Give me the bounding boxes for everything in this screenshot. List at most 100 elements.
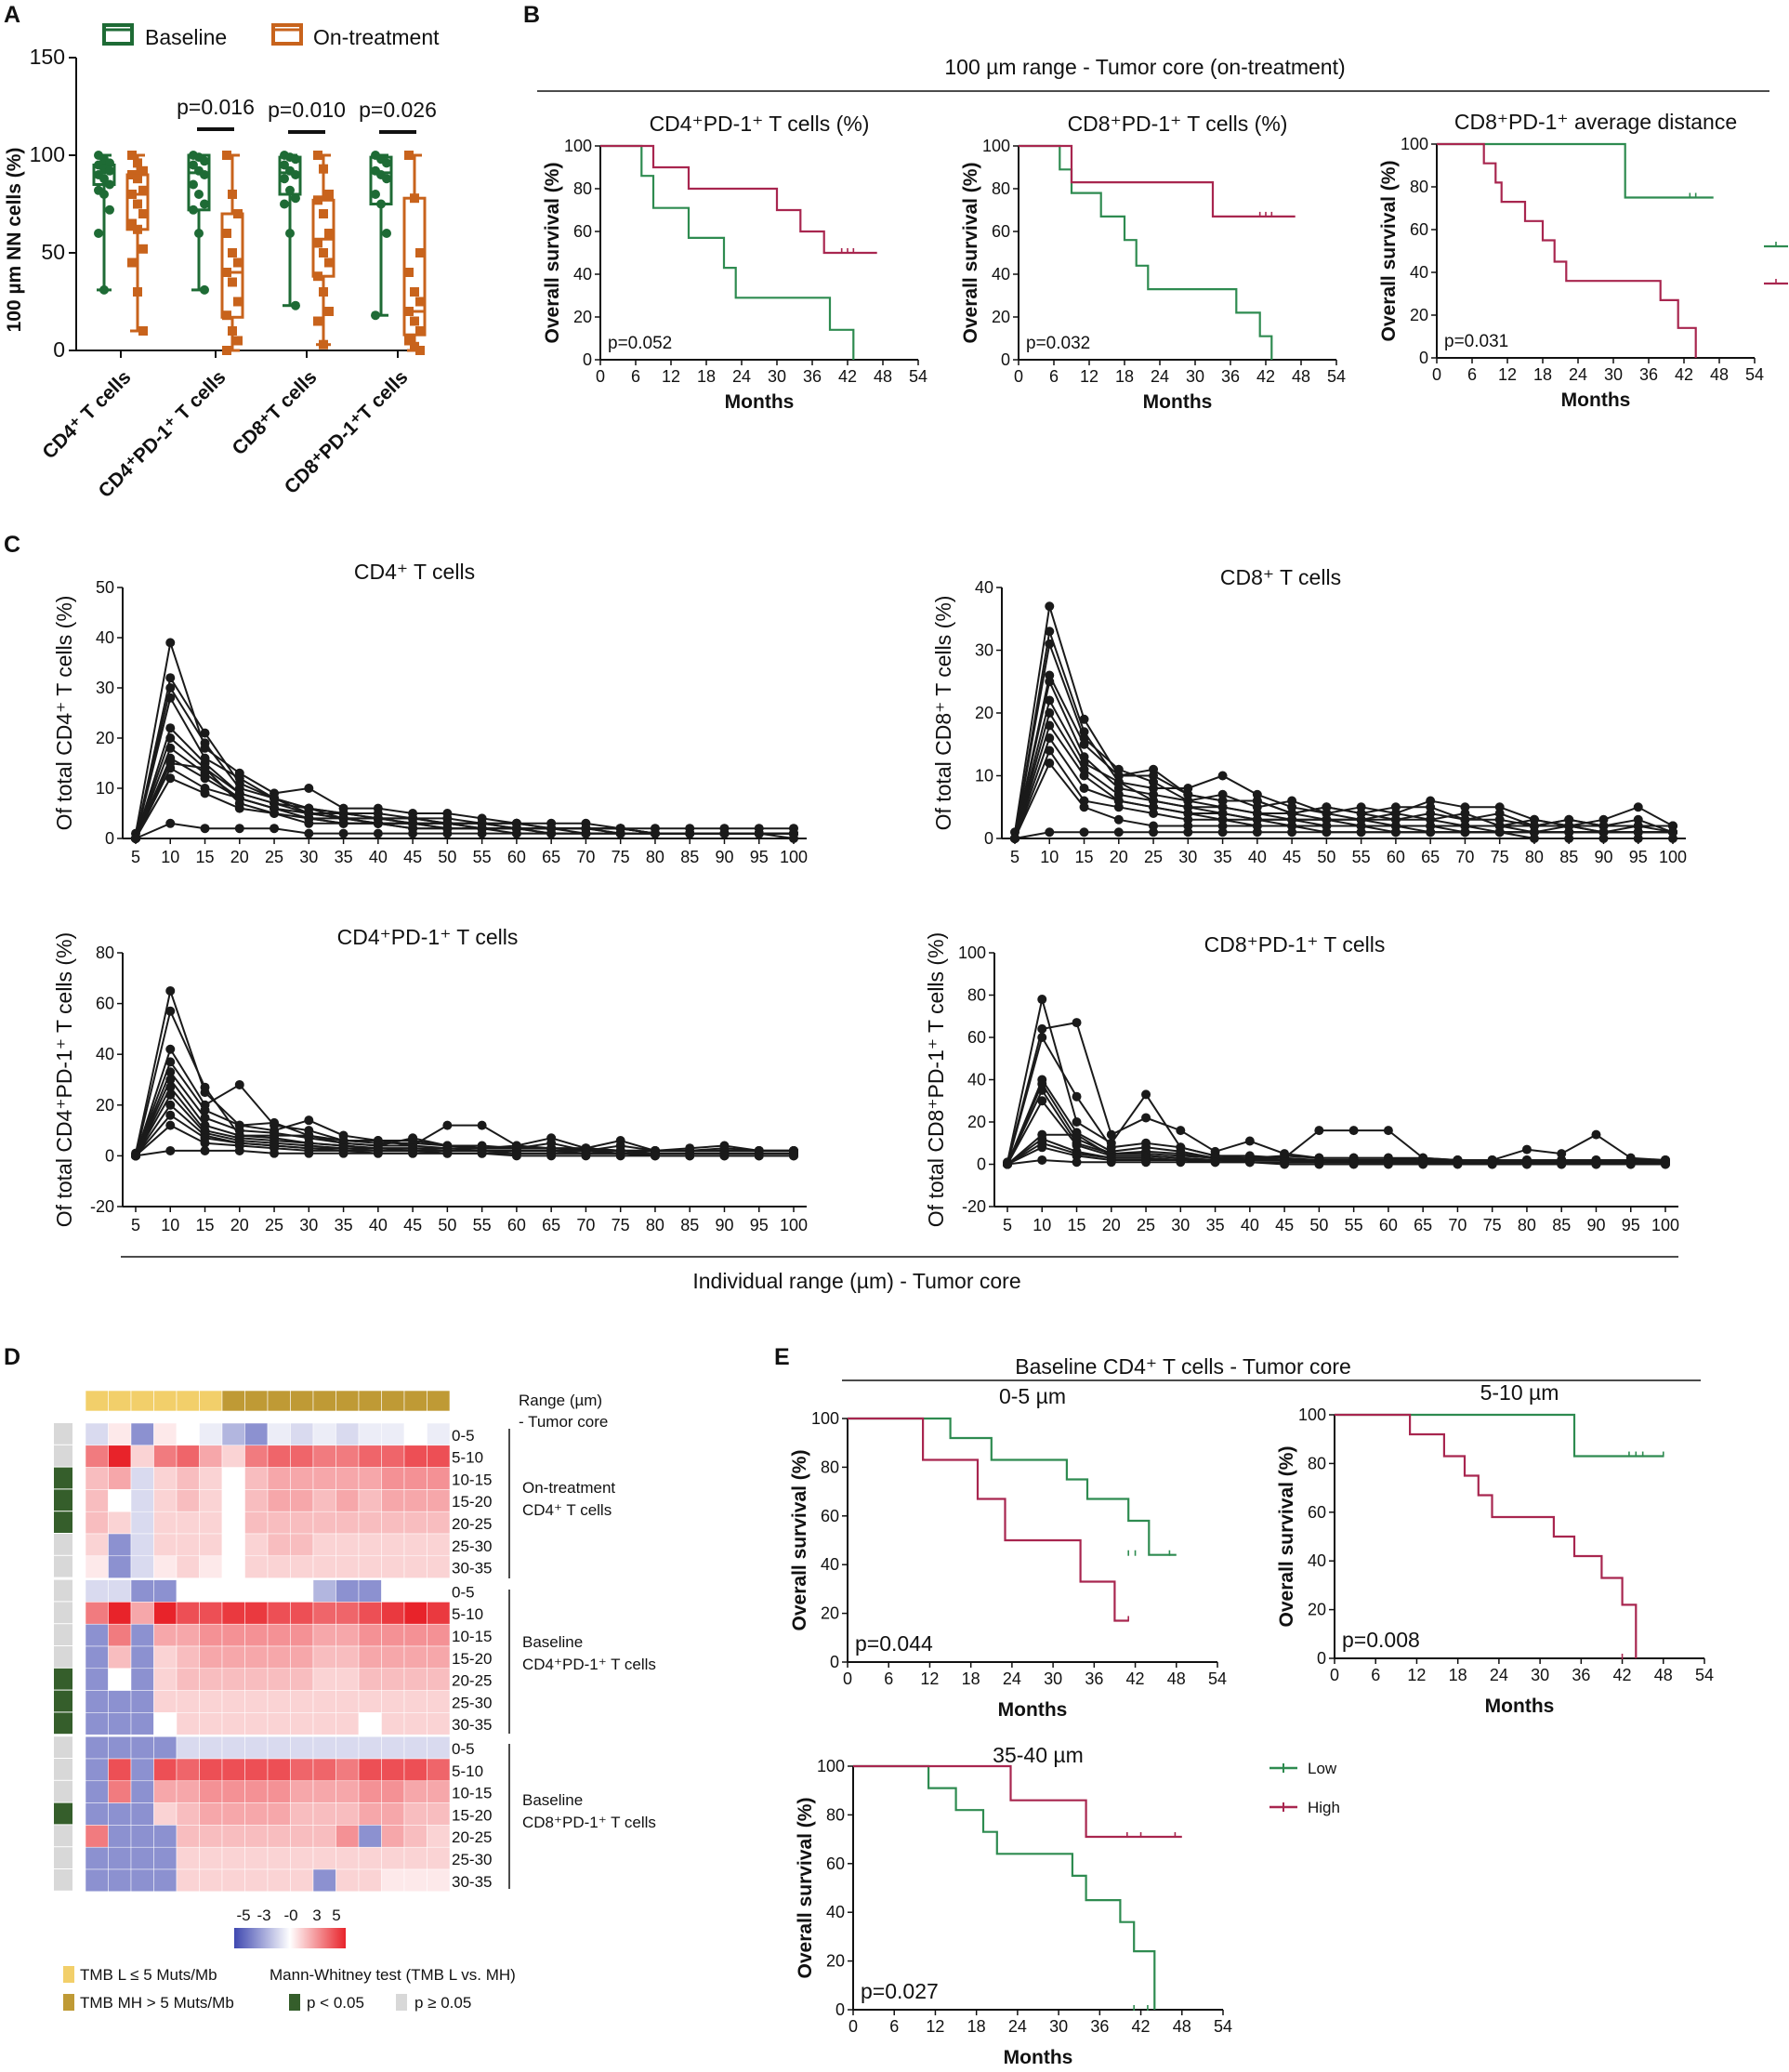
km-x-tick-label: 18	[1115, 367, 1134, 386]
heatmap-cell	[176, 1758, 200, 1782]
heatmap-cell	[153, 1645, 178, 1669]
line-point	[1045, 708, 1055, 718]
line-x-tick-label: 20	[230, 1216, 249, 1234]
line-ylabel: Of total CD4⁺PD-1⁺ T cells (%)	[52, 932, 76, 1227]
km-x-tick-label: 54	[1745, 365, 1764, 384]
heatmap-cell	[290, 1511, 314, 1535]
heatmap-cell	[267, 1846, 291, 1870]
line-y-tick-label: 20	[96, 729, 114, 747]
heatmap-row-label: 5-10	[452, 1449, 483, 1467]
heatmap-cell	[221, 1868, 245, 1893]
box-point-baseline	[280, 199, 289, 209]
heatmap-cell	[244, 1467, 269, 1490]
line-x-tick-label: 20	[1110, 848, 1128, 866]
line-point	[1113, 802, 1124, 812]
km-y-tick-label: 40	[826, 1903, 845, 1921]
km-y-tick-label: 20	[1308, 1601, 1326, 1619]
heatmap-cell	[153, 1555, 178, 1578]
scale-tick-3: -0	[283, 1907, 297, 1924]
km-xlabel: Months	[1485, 1696, 1555, 1717]
box-point-baseline	[194, 190, 204, 199]
line-point	[1037, 1142, 1047, 1153]
heatmap-cell	[427, 1623, 451, 1647]
heatmap-cell	[85, 1780, 109, 1803]
heatmap-cell	[335, 1758, 360, 1782]
line-x-tick-label: 5	[1003, 1216, 1012, 1234]
line-point	[200, 1082, 210, 1092]
line-x-tick-label: 95	[1622, 1216, 1640, 1234]
line-point	[1494, 802, 1505, 812]
scale-tick-5: 5	[332, 1907, 340, 1924]
heatmap-tmb-cell-l	[199, 1390, 223, 1412]
line-x-tick-label: 100	[780, 1216, 808, 1234]
line-x-tick-label: 15	[1075, 848, 1094, 866]
box-point-baseline	[200, 170, 209, 179]
line-point	[165, 683, 176, 693]
line-point	[1003, 1159, 1012, 1169]
heatmap-cell	[381, 1445, 405, 1468]
line-x-tick-label: 40	[369, 1216, 388, 1234]
heatmap-cell	[312, 1511, 336, 1535]
line-series-s5	[135, 726, 794, 839]
line-point	[1383, 1159, 1393, 1169]
line-point	[1037, 1155, 1047, 1165]
heatmap-cell	[312, 1623, 336, 1647]
heatmap-cell	[130, 1445, 154, 1468]
box-point-on-treatment	[133, 224, 142, 234]
heatmap-cell	[427, 1802, 451, 1826]
line-point	[1037, 995, 1047, 1005]
line-y-tick-label: 10	[96, 779, 114, 798]
heatmap-cell	[85, 1825, 109, 1848]
heatmap-row-label: 0-5	[452, 1740, 475, 1758]
heatmap-cell	[108, 1668, 132, 1691]
box-point-baseline	[94, 229, 103, 238]
km-y-tick-label: 40	[1308, 1551, 1326, 1570]
heatmap-cell	[108, 1690, 132, 1713]
heatmap-cell	[130, 1846, 154, 1870]
heatmap-cell	[290, 1555, 314, 1578]
heatmap-significance-cell	[54, 1602, 72, 1624]
line-y-tick-label: 20	[975, 704, 993, 722]
heatmap-cell	[312, 1758, 336, 1782]
heatmap-cell	[381, 1489, 405, 1512]
km-xlabel: Months	[1143, 391, 1213, 413]
line-y-tick-label: 50	[96, 578, 114, 597]
heatmap-significance-cell	[54, 1467, 72, 1489]
heatmap-cell	[85, 1690, 109, 1713]
heatmap-significance-cell	[54, 1423, 72, 1445]
km-pvalue: p=0.008	[1342, 1628, 1420, 1652]
heatmap-cell	[221, 1668, 245, 1691]
heatmap-cell	[427, 1511, 451, 1535]
heatmap-row-label: 10-15	[452, 1785, 492, 1802]
heatmap-cell	[176, 1489, 200, 1512]
line-point	[1661, 1159, 1670, 1169]
heatmap-cell	[130, 1645, 154, 1669]
line-point	[304, 1115, 314, 1126]
box-point-baseline	[194, 229, 204, 238]
line-x-tick-label: 70	[576, 848, 595, 866]
km-x-tick-label: 18	[967, 2017, 986, 2036]
heatmap-cell	[381, 1868, 405, 1893]
heatmap-cell	[335, 1780, 360, 1803]
line-y-tick-label: 20	[96, 1096, 114, 1115]
km-x-tick-label: 12	[1498, 365, 1517, 384]
line-point	[165, 1082, 176, 1092]
box-point-baseline	[291, 170, 300, 179]
line-point	[1348, 1126, 1359, 1136]
heatmap-cell	[199, 1511, 223, 1535]
box-point-baseline	[99, 190, 109, 199]
heatmap-cell	[290, 1467, 314, 1490]
line-series-s1	[135, 642, 794, 834]
heatmap-cell	[358, 1467, 382, 1490]
heatmap-cell	[335, 1712, 360, 1735]
heatmap-cell	[108, 1735, 132, 1760]
heatmap-cell	[244, 1712, 269, 1735]
heatmap-cell	[85, 1489, 109, 1512]
line-x-tick-label: 75	[1483, 1216, 1502, 1234]
heatmap-cell	[108, 1802, 132, 1826]
heatmap-cell	[358, 1623, 382, 1647]
heatmap-cell	[358, 1780, 382, 1803]
heatmap-cell	[267, 1422, 291, 1446]
km-curve-high	[853, 1764, 1182, 1839]
